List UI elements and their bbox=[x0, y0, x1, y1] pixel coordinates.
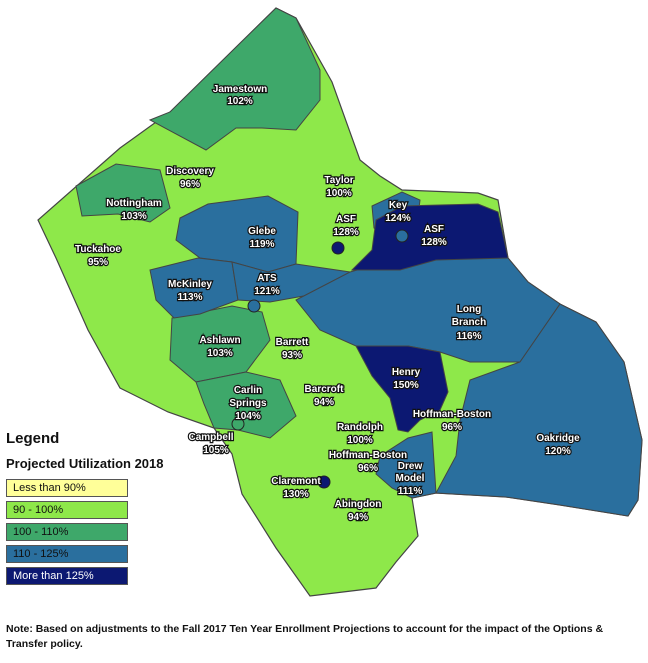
legend-item: 100 - 110% bbox=[6, 521, 181, 543]
legend-swatch-gt125: More than 125% bbox=[6, 567, 128, 585]
legend-item: 110 - 125% bbox=[6, 543, 181, 565]
legend-item: 90 - 100% bbox=[6, 499, 181, 521]
legend-swatch-100-110: 100 - 110% bbox=[6, 523, 128, 541]
label-claremont-pct: 130% bbox=[283, 489, 309, 500]
label-drew-model-name-2: Model bbox=[396, 473, 425, 484]
label-barrett-pct: 93% bbox=[282, 350, 302, 361]
legend-label: Less than 90% bbox=[13, 482, 86, 494]
legend-label: 100 - 110% bbox=[13, 526, 69, 538]
label-key-pct: 124% bbox=[385, 213, 411, 224]
label-nottingham-pct: 103% bbox=[121, 211, 147, 222]
label-glebe-name: Glebe bbox=[248, 226, 276, 237]
school-dot-claremont bbox=[317, 475, 331, 489]
label-hoffman-boston-name: Hoffman-Boston bbox=[329, 450, 407, 461]
legend-swatch-lt90: Less than 90% bbox=[6, 479, 128, 497]
footnote: Note: Based on adjustments to the Fall 2… bbox=[6, 623, 604, 650]
label-mckinley-name: McKinley bbox=[168, 279, 212, 290]
label-asf-taylor-name: ASF bbox=[336, 214, 356, 225]
school-dot-ats bbox=[247, 299, 261, 313]
label-ashlawn-name: Ashlawn bbox=[199, 335, 240, 346]
label-hoffman-boston-east-name: Hoffman-Boston bbox=[413, 409, 491, 420]
label-asf-name: ASF bbox=[424, 224, 444, 235]
label-barrett-name: Barrett bbox=[276, 337, 309, 348]
label-randolph-name: Randolph bbox=[337, 422, 383, 433]
legend-item: More than 125% bbox=[6, 565, 181, 587]
legend: Legend Projected Utilization 2018 Less t… bbox=[6, 430, 181, 587]
zone-nottingham bbox=[75, 163, 171, 223]
zone-carlin-springs bbox=[195, 371, 297, 439]
label-key-name: Key bbox=[389, 200, 408, 211]
label-barcroft-name: Barcroft bbox=[305, 384, 345, 395]
label-nottingham-name: Nottingham bbox=[106, 198, 162, 209]
label-carlin-springs-name-2: Springs bbox=[229, 398, 267, 409]
zone-ashlawn bbox=[169, 305, 271, 383]
label-abingdon-pct: 94% bbox=[348, 512, 368, 523]
label-drew-model-pct: 111% bbox=[398, 486, 423, 497]
label-oakridge-pct: 120% bbox=[545, 446, 571, 457]
zone-asf bbox=[350, 203, 509, 271]
legend-label: 90 - 100% bbox=[13, 504, 64, 516]
zone-mckinley bbox=[149, 257, 239, 319]
label-long-branch-pct: 116% bbox=[456, 331, 481, 342]
legend-swatch-90-100: 90 - 100% bbox=[6, 501, 128, 519]
zone-drew-model bbox=[375, 431, 437, 499]
label-hoffman-boston-pct: 96% bbox=[358, 463, 378, 474]
school-utilization-map: Jamestown 102% Discovery 96% Taylor 100%… bbox=[37, 7, 643, 597]
zone-oakridge bbox=[435, 303, 643, 517]
label-taylor-pct: 100% bbox=[326, 188, 352, 199]
label-drew-model-name-1: Drew bbox=[398, 461, 423, 472]
label-glebe-pct: 119% bbox=[249, 239, 274, 250]
label-asf-taylor-pct: 128% bbox=[333, 227, 359, 238]
label-jamestown-pct: 102% bbox=[227, 96, 253, 107]
legend-title: Legend bbox=[6, 430, 60, 447]
label-long-branch-name-2: Branch bbox=[452, 317, 486, 328]
legend-swatch-110-125: 110 - 125% bbox=[6, 545, 128, 563]
label-tuckahoe-name: Tuckahoe bbox=[75, 244, 121, 255]
label-taylor-name: Taylor bbox=[324, 175, 353, 186]
label-long-branch-name-1: Long bbox=[457, 304, 481, 315]
zone-henry bbox=[355, 345, 449, 433]
school-dot-key bbox=[395, 229, 409, 243]
school-dot-campbell bbox=[231, 417, 245, 431]
label-jamestown-name: Jamestown bbox=[213, 84, 267, 95]
label-henry-pct: 150% bbox=[393, 380, 419, 391]
label-mckinley-pct: 113% bbox=[177, 292, 202, 303]
label-asf-pct: 128% bbox=[421, 237, 447, 248]
label-discovery-name: Discovery bbox=[166, 166, 214, 177]
school-dot-asf-taylor bbox=[331, 241, 345, 255]
label-abingdon-name: Abingdon bbox=[335, 499, 382, 510]
label-ashlawn-pct: 103% bbox=[207, 348, 233, 359]
label-claremont-name: Claremont bbox=[271, 476, 321, 487]
zone-jamestown bbox=[148, 7, 321, 151]
label-tuckahoe-pct: 95% bbox=[88, 257, 108, 268]
legend-subtitle: Projected Utilization 2018 bbox=[6, 456, 164, 471]
label-henry-name: Henry bbox=[392, 367, 421, 378]
label-oakridge-name: Oakridge bbox=[536, 433, 580, 444]
label-barcroft-pct: 94% bbox=[314, 397, 334, 408]
label-ats-name: ATS bbox=[257, 273, 277, 284]
legend-label: 110 - 125% bbox=[13, 548, 69, 560]
legend-label: More than 125% bbox=[13, 570, 94, 582]
label-carlin-springs-pct: 104% bbox=[235, 411, 261, 422]
label-campbell-name: Campbell bbox=[188, 432, 233, 443]
label-discovery-pct: 96% bbox=[180, 179, 200, 190]
legend-item: Less than 90% bbox=[6, 477, 181, 499]
label-campbell-pct: 105% bbox=[203, 445, 229, 456]
label-randolph-pct: 100% bbox=[347, 435, 373, 446]
label-ats-pct: 121% bbox=[254, 286, 280, 297]
label-carlin-springs-name-1: Carlin bbox=[234, 385, 262, 396]
label-hoffman-boston-east-pct: 96% bbox=[442, 422, 462, 433]
